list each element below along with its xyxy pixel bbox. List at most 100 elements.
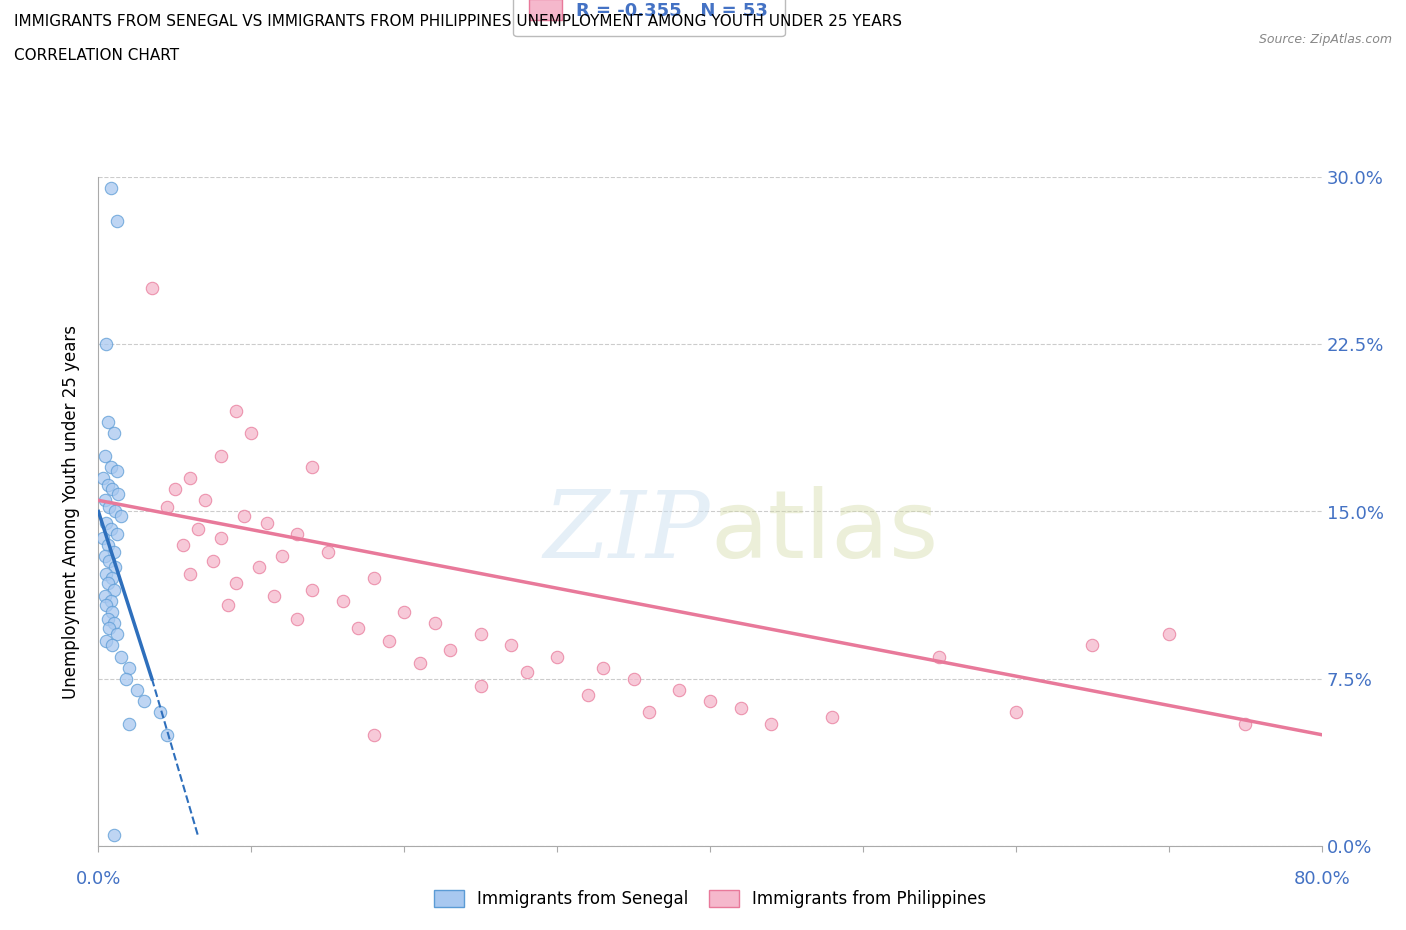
Point: [103, 582, 125, 597]
Point: [94, 566, 117, 581]
Point: [91, 471, 114, 485]
Point: [247, 560, 270, 575]
Legend: Immigrants from Senegal, Immigrants from Philippines: Immigrants from Senegal, Immigrants from…: [427, 884, 993, 915]
Point: [103, 426, 125, 441]
Point: [470, 627, 492, 642]
Point: [100, 180, 122, 195]
Point: [301, 582, 323, 597]
Point: [256, 515, 278, 530]
Point: [156, 499, 179, 514]
Point: [98, 553, 121, 568]
Point: [97, 415, 120, 430]
Point: [516, 665, 538, 680]
Point: [928, 649, 950, 664]
Point: [225, 404, 247, 418]
Point: [163, 482, 186, 497]
Point: [104, 560, 127, 575]
Text: 0.0%: 0.0%: [76, 870, 121, 887]
Point: [423, 616, 446, 631]
Text: CORRELATION CHART: CORRELATION CHART: [14, 48, 179, 63]
Point: [263, 589, 285, 604]
Point: [105, 627, 128, 642]
Point: [93, 589, 115, 604]
Point: [378, 633, 401, 648]
Point: [100, 522, 122, 537]
Point: [110, 649, 132, 664]
Point: [194, 493, 217, 508]
Point: [141, 281, 163, 296]
Point: [285, 611, 308, 626]
Point: [232, 509, 254, 524]
Point: [103, 616, 125, 631]
Point: [97, 611, 120, 626]
Point: [668, 683, 690, 698]
Point: [225, 576, 247, 591]
Point: [105, 214, 128, 229]
Y-axis label: Unemployment Among Youth under 25 years: Unemployment Among Youth under 25 years: [62, 325, 80, 698]
Point: [623, 671, 645, 686]
Point: [301, 459, 323, 474]
Point: [699, 694, 721, 709]
Point: [546, 649, 568, 664]
Point: [97, 576, 120, 591]
Point: [101, 571, 124, 586]
Point: [1004, 705, 1026, 720]
Point: [217, 598, 239, 613]
Point: [107, 486, 129, 501]
Point: [1234, 716, 1257, 731]
Point: [209, 448, 232, 463]
Point: [202, 553, 225, 568]
Point: [576, 687, 599, 702]
Point: [105, 526, 128, 541]
Point: [103, 828, 125, 843]
Point: [149, 705, 172, 720]
Point: [103, 544, 125, 559]
Point: [98, 620, 121, 635]
Point: [187, 522, 209, 537]
Point: [592, 660, 614, 675]
Point: [94, 515, 117, 530]
Point: [94, 337, 117, 352]
Point: [285, 526, 308, 541]
Point: [110, 509, 132, 524]
Point: [316, 544, 339, 559]
Point: [94, 598, 117, 613]
Text: ZIP: ZIP: [543, 486, 710, 577]
Point: [134, 694, 156, 709]
Point: [392, 604, 416, 619]
Text: IMMIGRANTS FROM SENEGAL VS IMMIGRANTS FROM PHILIPPINES UNEMPLOYMENT AMONG YOUTH : IMMIGRANTS FROM SENEGAL VS IMMIGRANTS FR…: [14, 14, 903, 29]
Point: [821, 710, 844, 724]
Point: [240, 426, 263, 441]
Point: [97, 477, 120, 492]
Point: [408, 656, 430, 671]
Point: [125, 683, 148, 698]
Point: [118, 660, 141, 675]
Point: [93, 549, 115, 564]
Point: [332, 593, 354, 608]
Point: [363, 571, 385, 586]
Text: 80.0%: 80.0%: [1294, 870, 1350, 887]
Point: [104, 504, 127, 519]
Point: [100, 459, 122, 474]
Point: [93, 448, 115, 463]
Point: [209, 531, 232, 546]
Point: [101, 482, 124, 497]
Point: [501, 638, 523, 653]
Point: [1157, 627, 1180, 642]
Point: [115, 671, 138, 686]
Point: [100, 593, 122, 608]
Point: [347, 620, 370, 635]
Point: [761, 716, 783, 731]
Point: [156, 727, 179, 742]
Point: [1081, 638, 1104, 653]
Text: atlas: atlas: [710, 485, 938, 578]
Point: [97, 538, 120, 552]
Point: [93, 493, 115, 508]
Point: [94, 633, 117, 648]
Point: [118, 716, 141, 731]
Point: [730, 700, 752, 715]
Point: [101, 604, 124, 619]
Point: [363, 727, 385, 742]
Point: [91, 531, 114, 546]
Point: [439, 643, 461, 658]
